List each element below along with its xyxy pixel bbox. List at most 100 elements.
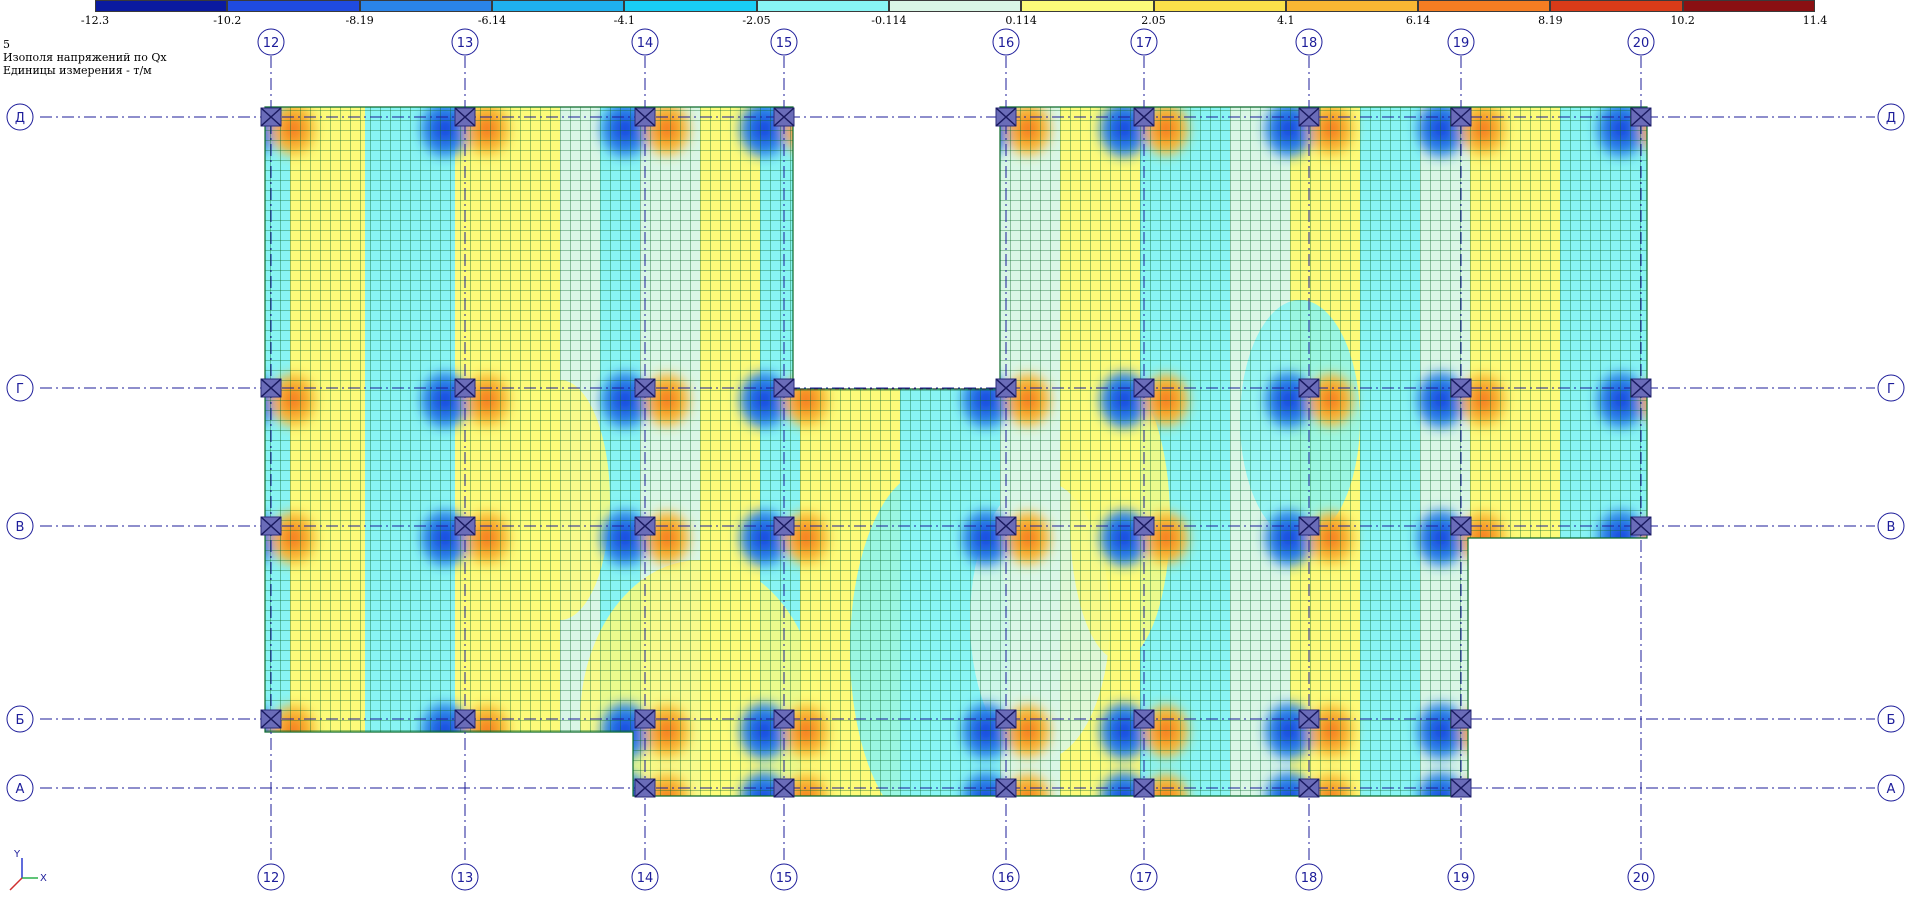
grid-col-bubble xyxy=(1295,28,1323,56)
grid-row-bubble xyxy=(6,774,34,802)
column-support xyxy=(634,378,656,398)
scale-segment xyxy=(491,0,625,12)
negative-core xyxy=(239,717,263,745)
column-support xyxy=(995,516,1017,536)
grid-col-bubble xyxy=(1130,28,1158,56)
column-support xyxy=(1450,778,1472,798)
scale-value-label: -4.1 xyxy=(613,14,635,27)
grid-row-label: В xyxy=(16,520,25,535)
plot-info: 5 Изополя напряжений по Qx Единицы измер… xyxy=(3,38,167,77)
grid-col-bubble xyxy=(992,28,1020,56)
positive-core xyxy=(1653,387,1673,413)
fe-mesh xyxy=(265,107,1647,796)
positive-core xyxy=(1473,718,1493,744)
positive-core xyxy=(796,116,816,142)
grid-col-bubble xyxy=(257,863,285,891)
column-support xyxy=(260,516,282,536)
scale-value-label: -2.05 xyxy=(742,14,771,27)
scale-segment xyxy=(1285,0,1419,12)
grid-row-bubble xyxy=(1877,103,1905,131)
column-support xyxy=(773,778,795,798)
scale-segment xyxy=(1153,0,1286,12)
column-support xyxy=(1630,107,1652,127)
grid-col-label: 14 xyxy=(637,871,654,886)
grid-col-bubble xyxy=(1447,28,1475,56)
grid-col-bubble xyxy=(1295,863,1323,891)
grid-col-bubble xyxy=(992,863,1020,891)
slab xyxy=(239,106,1673,797)
grid-col-label: 19 xyxy=(1453,36,1470,51)
grid-col-label: 18 xyxy=(1301,36,1318,51)
scale-segment xyxy=(1021,0,1154,12)
grid-row-bubble xyxy=(1877,374,1905,402)
grid-row-label: Д xyxy=(1886,111,1896,126)
column-support xyxy=(1133,709,1155,729)
grid-col-label: 12 xyxy=(263,36,280,51)
color-scale-labels: -12.3 -10.2 -8.19 -6.14 -4.1 -2.05 -0.114 0.114… xyxy=(0,14,1915,30)
grid-col-14: 14 14 xyxy=(631,28,659,891)
column-support xyxy=(773,709,795,729)
grid-col-label: 17 xyxy=(1136,36,1153,51)
scale-value-label: -0.114 xyxy=(871,14,907,27)
column-support xyxy=(995,107,1017,127)
grid-axes: Д ДГ ГВ ВБ БА А121213131414151516161717181819… xyxy=(6,28,1905,891)
column-support xyxy=(260,107,282,127)
scale-segment xyxy=(756,0,889,12)
ucs-x-label: X xyxy=(40,873,47,884)
positive-core xyxy=(1653,525,1673,551)
scale-value-label: 0.114 xyxy=(1005,14,1037,27)
grid-col-label: 17 xyxy=(1136,871,1153,886)
column-support xyxy=(1298,516,1320,536)
column-support xyxy=(1133,778,1155,798)
grid-col-12: 12 12 xyxy=(257,28,285,891)
column-support xyxy=(1450,378,1472,398)
scale-segment xyxy=(888,0,1022,12)
grid-row-label: Г xyxy=(1887,382,1895,397)
negative-core xyxy=(239,115,263,143)
column-support xyxy=(995,778,1017,798)
grid-row-bubble xyxy=(6,705,34,733)
grid-col-bubble xyxy=(631,28,659,56)
scale-segment xyxy=(624,0,757,12)
column-support xyxy=(260,378,282,398)
grid-col-label: 16 xyxy=(998,871,1015,886)
column-support xyxy=(260,709,282,729)
grid-col-bubble xyxy=(1627,863,1655,891)
grid-row-bubble xyxy=(6,103,34,131)
scale-value-label: 2.05 xyxy=(1141,14,1166,27)
grid-row-label: Д xyxy=(15,111,25,126)
grid-col-label: 16 xyxy=(998,36,1015,51)
color-scale-bar xyxy=(95,0,1816,14)
column-support xyxy=(1298,778,1320,798)
column-support xyxy=(454,378,476,398)
column-support xyxy=(1450,709,1472,729)
positive-core xyxy=(1473,787,1493,796)
grid-col-label: 20 xyxy=(1633,36,1650,51)
column-support xyxy=(1630,378,1652,398)
grid-col-label: 20 xyxy=(1633,871,1650,886)
column-support xyxy=(1298,709,1320,729)
grid-col-bubble xyxy=(451,28,479,56)
scale-value-label: 11.4 xyxy=(1802,14,1828,27)
loadcase-number: 5 xyxy=(3,38,10,51)
negative-core xyxy=(974,115,998,143)
units-label: Единицы измерения - т/м xyxy=(3,64,152,77)
column-support xyxy=(634,778,656,798)
grid-col-bubble xyxy=(770,28,798,56)
column-support xyxy=(634,709,656,729)
column-support xyxy=(454,516,476,536)
grid-row-bubble xyxy=(1877,705,1905,733)
scale-value-label: 8.19 xyxy=(1538,14,1563,27)
scale-value-label: -12.3 xyxy=(80,14,110,27)
negative-core xyxy=(239,524,263,552)
column-support xyxy=(454,709,476,729)
grid-col-bubble xyxy=(257,28,285,56)
